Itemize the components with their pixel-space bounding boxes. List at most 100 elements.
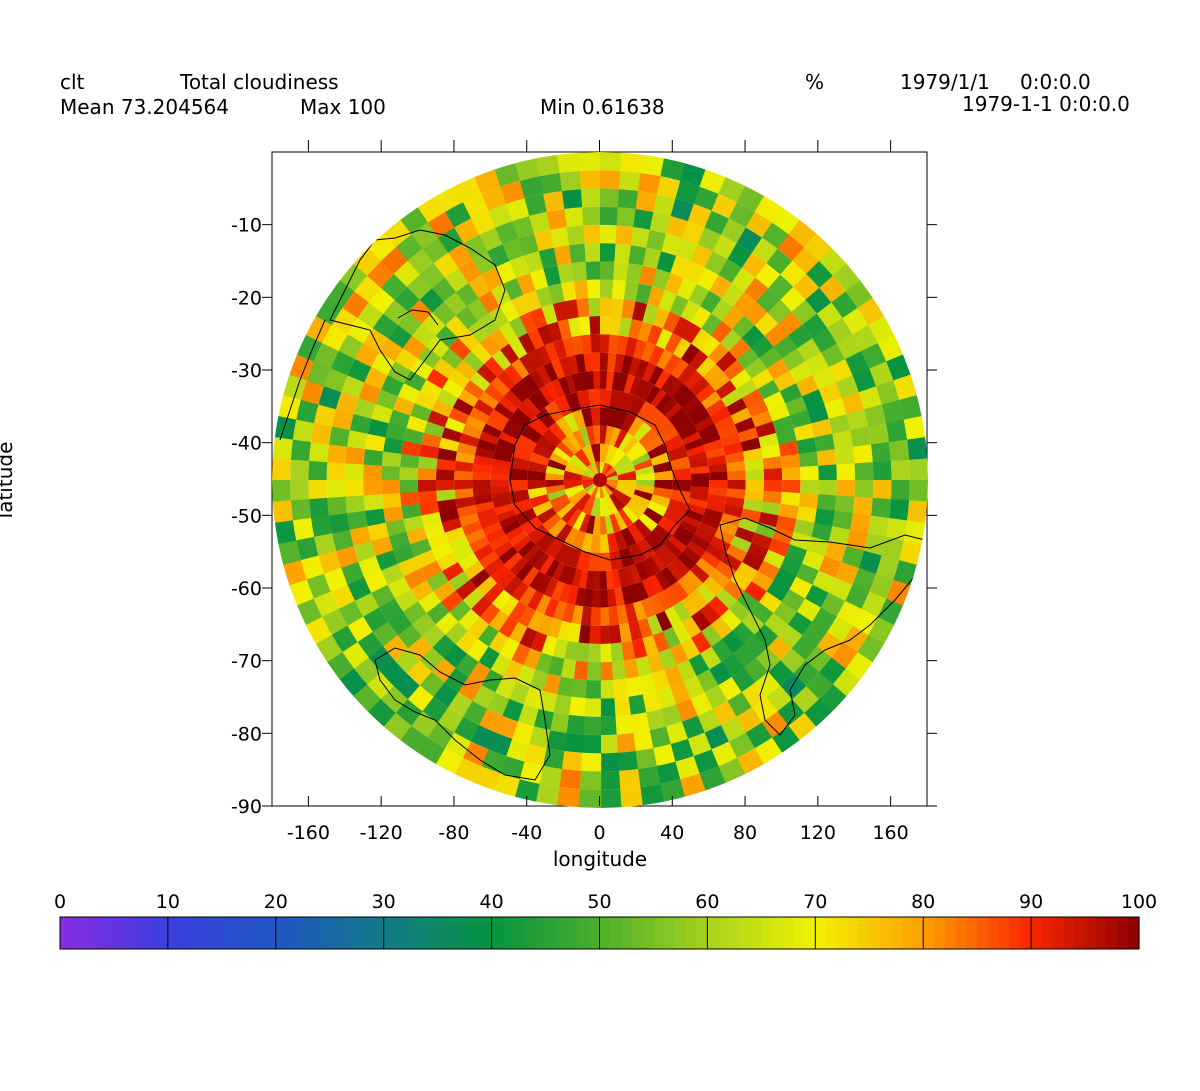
heatmap-cell [639,673,658,695]
heatmap-cell [709,568,731,589]
heatmap-cell [751,409,773,428]
heatmap-cell [329,513,350,535]
heatmap-cell [466,639,490,663]
heatmap-cell [709,371,731,392]
heatmap-cell [618,317,632,338]
heatmap-cell [779,382,803,404]
heatmap-cell [675,418,695,435]
heatmap-cell [543,362,559,383]
colorbar-segment [1106,917,1119,949]
heatmap-cell [732,621,756,645]
heatmap-cell [892,373,917,400]
heatmap-cell [323,368,348,394]
heatmap-cell [886,578,912,606]
heatmap-cell [549,227,570,248]
heatmap-cell [494,503,514,516]
heatmap-cell [669,198,694,222]
heatmap-cell [494,444,514,457]
heatmap-cell [431,399,453,418]
heatmap-cell [681,395,702,414]
heatmap-cell [627,319,643,340]
heatmap-cell [613,511,628,531]
heatmap-cell [588,552,601,572]
heatmap-cell [505,419,525,435]
colorbar-segment [243,917,255,949]
heatmap-cell [455,630,479,655]
colorbar-segment [426,917,439,949]
heatmap-cell [615,207,636,228]
heatmap-cell [686,203,712,228]
heatmap-cell [401,503,422,520]
heatmap-cell [628,376,642,396]
heatmap-cell [335,392,359,415]
heatmap-cell [742,551,764,572]
heatmap-cell [600,734,619,754]
heatmap-cell [529,307,548,329]
heatmap-cell [654,470,673,480]
colorbar-segment [858,917,870,949]
y-tick-label: -90 [231,796,262,818]
heatmap-cells [272,152,928,808]
heatmap-cell [515,779,541,802]
heatmap-cell [272,458,291,482]
heatmap-cell [612,261,629,282]
heatmap-cell [487,692,511,717]
colorbar-segment [146,917,158,949]
heatmap-cell [472,480,491,489]
heatmap-cell [358,382,382,405]
heatmap-cell [354,343,380,369]
heatmap-cell [564,640,580,661]
heatmap-cell [824,397,847,419]
heatmap-cell [527,524,549,545]
heatmap-cell [506,738,531,762]
heatmap-cell [870,496,892,519]
heatmap-cell [733,643,757,668]
colorbar-segment [1052,917,1065,949]
heatmap-cell [509,682,531,705]
heatmap-cell [473,455,493,467]
heatmap-cell [662,626,682,649]
heatmap-cell [426,602,450,625]
heatmap-cell [705,446,726,459]
units-label: % [805,70,825,94]
heatmap-cell [418,288,444,314]
heatmap-cell [487,306,509,329]
colorbar-segment [1085,917,1097,949]
heatmap-cell [510,294,531,317]
heatmap-cell [666,721,689,745]
heatmap-cell [353,541,376,563]
heatmap-cell [717,176,746,203]
heatmap-cell [701,624,723,647]
heatmap-cell [579,770,602,790]
heatmap-cell [672,467,692,480]
heatmap-cell [608,316,622,336]
heatmap-cell [522,251,544,274]
heatmap-cell [672,337,692,359]
heatmap-cell [675,238,698,262]
heatmap-cell [481,749,508,774]
heatmap-cell [841,545,865,568]
colorbar-tick-label: 70 [803,891,827,913]
heatmap-cell [690,306,712,329]
heatmap-cell [852,367,877,393]
heatmap-cell [861,590,887,618]
heatmap-cell [710,193,738,219]
heatmap-cell [727,469,746,480]
heatmap-cell [876,554,900,580]
colorbar-segment [286,917,298,949]
heatmap-cell [476,364,497,385]
heatmap-cell [672,621,692,644]
heatmap-cell [557,676,575,697]
x-tick-label: 40 [660,822,684,844]
colorbar-segment [933,917,946,949]
heatmap-cell [462,588,485,610]
heatmap-cell [547,459,567,471]
heatmap-cell [527,548,545,568]
heatmap-cell [700,430,721,445]
heatmap-cell [719,328,742,352]
heatmap-cell [419,379,443,401]
heatmap-cell [615,714,635,735]
heatmap-cell [781,479,801,494]
heatmap-cell [427,722,456,749]
heatmap-cell [502,698,525,722]
